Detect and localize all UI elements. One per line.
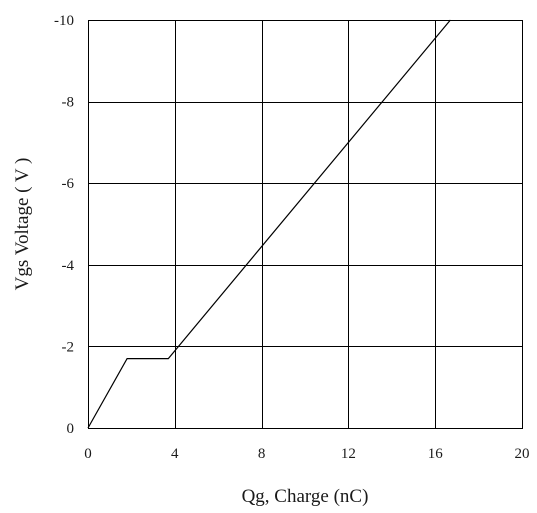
- plot-frame: [87, 19, 524, 430]
- x-tick-label: 4: [171, 446, 179, 462]
- y-tick-label: -10: [54, 13, 74, 29]
- y-tick-label: -4: [62, 258, 75, 274]
- y-axis-title: Vgs Voltage ( V ): [12, 158, 33, 291]
- x-tick-label: 16: [428, 446, 444, 462]
- grid: [88, 20, 522, 428]
- x-tick-label: 8: [258, 446, 266, 462]
- y-tick-labels: 0 -2 -4 -6 -8 -10: [54, 13, 74, 437]
- y-tick-label: 0: [67, 421, 75, 437]
- x-tick-labels: 0 4 8 12 16 20: [84, 446, 529, 462]
- charge-curve: [87, 19, 451, 429]
- x-axis-title: Qg, Charge (nC): [242, 486, 369, 507]
- series-layer: [87, 19, 451, 429]
- x-tick-label: 20: [515, 446, 530, 462]
- y-tick-label: -8: [62, 95, 75, 111]
- y-tick-label: -2: [62, 339, 75, 355]
- x-tick-label: 0: [84, 446, 92, 462]
- y-tick-label: -6: [62, 176, 75, 192]
- x-tick-label: 12: [341, 446, 356, 462]
